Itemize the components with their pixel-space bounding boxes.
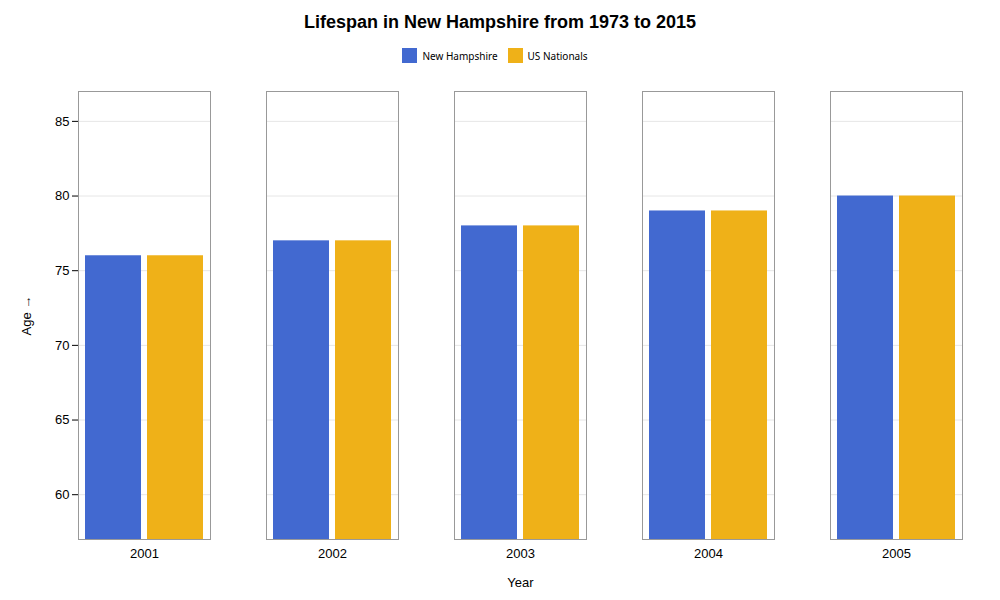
svg-text:2005: 2005: [882, 546, 911, 561]
svg-text:2002: 2002: [318, 546, 347, 561]
svg-text:80: 80: [55, 188, 69, 203]
html-text:Lifespan in New Hampshire from: Lifespan in New Hampshire from 1973 to 2…: [303, 12, 697, 32]
svg-text:60: 60: [55, 487, 69, 502]
html-text:US Nationals: US Nationals: [527, 48, 588, 63]
svg-text:85: 85: [55, 114, 69, 129]
svg-text:2001: 2001: [130, 546, 159, 561]
svg-text:Year: Year: [507, 575, 534, 590]
html-text:New Hampshire: New Hampshire: [422, 48, 498, 63]
svg-text:2003: 2003: [506, 546, 535, 561]
svg-text:65: 65: [55, 412, 69, 427]
svg-text:70: 70: [55, 338, 69, 353]
svg-text:75: 75: [55, 263, 69, 278]
svg-text:Age →: Age →: [19, 296, 34, 336]
svg-text:2004: 2004: [694, 546, 723, 561]
